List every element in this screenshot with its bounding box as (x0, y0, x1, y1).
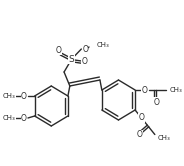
Text: O: O (153, 97, 159, 107)
Text: CH₃: CH₃ (157, 135, 170, 141)
Text: O: O (82, 44, 88, 53)
Text: O: O (55, 45, 61, 54)
Text: CH₃: CH₃ (170, 87, 182, 93)
Text: O: O (21, 114, 27, 123)
Text: S: S (69, 54, 75, 64)
Text: CH₃: CH₃ (97, 42, 109, 48)
Text: CH₃: CH₃ (3, 93, 15, 99)
Text: CH₃: CH₃ (3, 115, 15, 121)
Text: O: O (81, 56, 87, 66)
Text: O: O (138, 113, 144, 122)
Text: O: O (142, 85, 148, 94)
Text: O: O (21, 91, 27, 100)
Text: O: O (137, 130, 143, 139)
